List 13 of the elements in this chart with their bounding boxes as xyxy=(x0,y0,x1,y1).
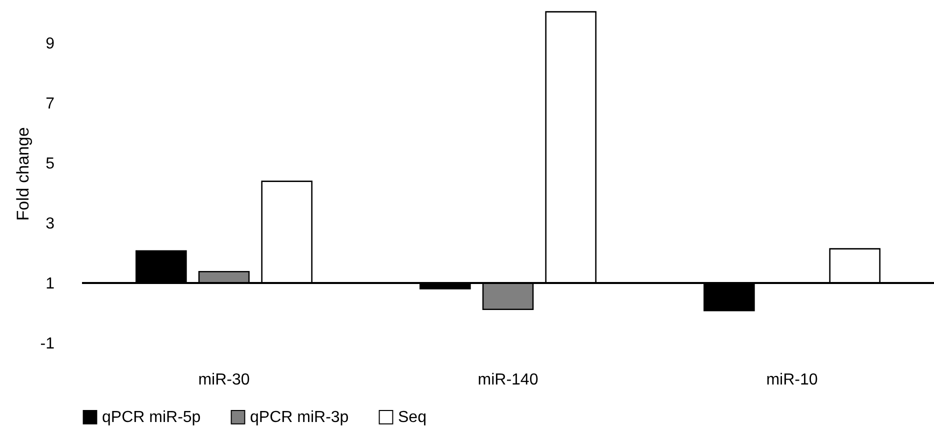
y-tick-label: 7 xyxy=(46,96,55,112)
x-tick-label: miR-30 xyxy=(198,372,250,388)
y-tick-label: 1 xyxy=(46,276,55,292)
x-tick-label: miR-10 xyxy=(766,372,818,388)
legend-label: qPCR miR-3p xyxy=(250,409,349,426)
x-tick-label: miR-140 xyxy=(478,372,538,388)
y-tick-label: 3 xyxy=(46,216,55,232)
y-tick-label: 5 xyxy=(46,156,55,172)
y-axis-title: Fold change xyxy=(13,127,32,221)
y-tick-label: 9 xyxy=(46,36,55,52)
legend-label: Seq xyxy=(398,409,426,426)
y-tick-label: -1 xyxy=(40,336,55,352)
legend-label: qPCR miR-5p xyxy=(102,409,201,426)
